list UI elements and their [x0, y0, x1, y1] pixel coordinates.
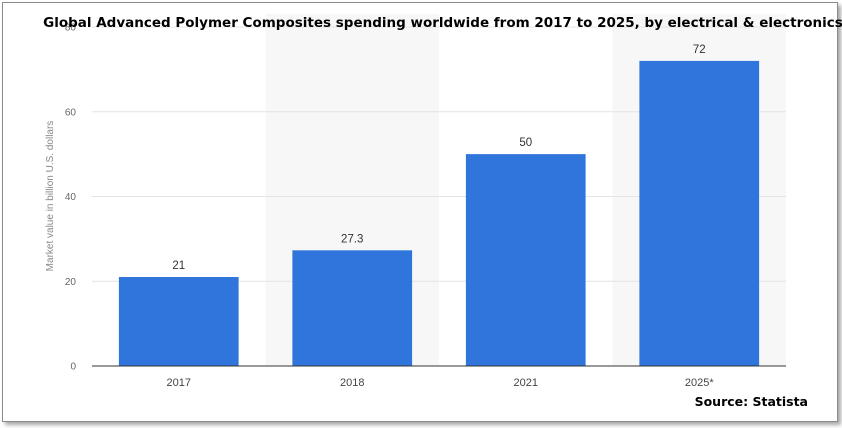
data-label: 21	[172, 260, 185, 272]
bar-2025	[639, 60, 760, 367]
data-labels: 21 27.3 50 72	[172, 44, 705, 272]
x-tick-label: 2018	[340, 377, 364, 389]
data-label: 72	[693, 44, 706, 56]
y-tick-label: 80	[65, 23, 77, 34]
bar-2017	[118, 277, 239, 366]
x-tick-label: 2017	[167, 377, 191, 389]
y-axis-label: Market value in billion U.S. dollars	[45, 121, 56, 272]
bar-2021	[465, 154, 586, 366]
bars	[118, 60, 760, 367]
y-axis-ticks: 0 20 40 60 80	[65, 23, 77, 373]
data-label: 50	[519, 137, 532, 149]
y-tick-label: 40	[65, 192, 77, 203]
y-tick-label: 60	[65, 107, 77, 118]
source-label: Source: Statista	[695, 394, 808, 409]
data-label: 27.3	[341, 233, 363, 245]
chart-title: Global Advanced Polymer Composites spend…	[43, 15, 842, 31]
x-axis-ticks: 2017 2018 2021 2025*	[167, 377, 715, 389]
x-tick-label: 2025*	[685, 377, 714, 389]
y-tick-label: 0	[70, 362, 76, 373]
y-tick-label: 20	[65, 277, 77, 288]
x-tick-label: 2021	[514, 377, 538, 389]
bar-2018	[292, 250, 413, 366]
